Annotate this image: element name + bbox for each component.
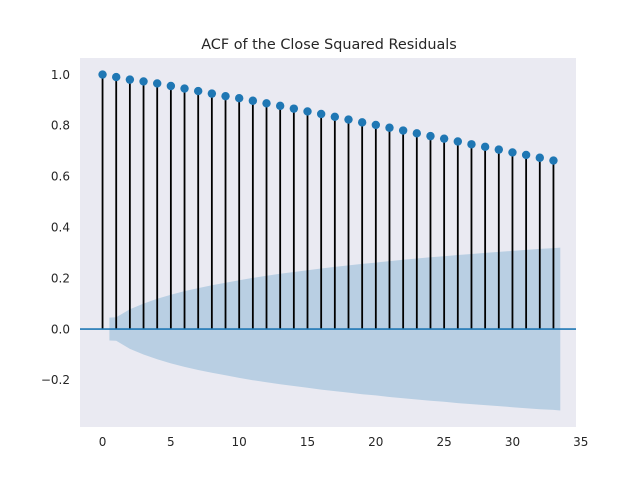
acf-point <box>289 104 299 113</box>
acf-point <box>412 129 422 138</box>
acf-point <box>98 70 107 79</box>
stems-layer <box>101 74 555 330</box>
acf-point <box>453 137 463 146</box>
acf-point <box>439 134 449 143</box>
x-axis-ticks: 0 5 10 15 20 25 30 35 <box>99 435 589 449</box>
x-tick-label: 20 <box>368 435 383 449</box>
acf-point <box>426 131 435 141</box>
x-tick-label: 25 <box>437 435 452 449</box>
acf-point <box>467 140 476 149</box>
x-tick-label: 15 <box>300 435 315 449</box>
acf-point <box>398 126 408 135</box>
y-tick-label: 1.0 <box>51 68 70 82</box>
acf-point <box>303 107 312 116</box>
y-tick-label: 0.0 <box>51 322 70 336</box>
acf-point <box>344 115 353 124</box>
y-tick-label: 0.4 <box>51 221 70 235</box>
x-tick-label: 5 <box>167 435 175 449</box>
acf-point <box>262 99 271 108</box>
acf-point <box>248 96 258 105</box>
y-tick-label: 0.6 <box>51 170 70 184</box>
acf-point <box>207 89 217 98</box>
chart-title: ACF of the Close Squared Residuals <box>201 37 457 53</box>
acf-point <box>139 77 148 86</box>
acf-point <box>535 153 544 162</box>
y-axis-ticks: −0.2 0.0 0.2 0.4 0.6 0.8 1.0 <box>41 68 70 387</box>
acf-point <box>153 79 162 88</box>
acf-point <box>112 72 121 82</box>
acf-point <box>494 145 503 154</box>
acf-point <box>385 123 394 132</box>
x-tick-label: 10 <box>232 435 247 449</box>
acf-point <box>275 101 285 111</box>
y-tick-label: −0.2 <box>41 373 70 387</box>
y-tick-label: 0.8 <box>51 119 70 133</box>
acf-point <box>125 75 135 84</box>
acf-point <box>508 148 517 157</box>
x-tick-label: 35 <box>573 435 588 449</box>
acf-point <box>357 118 367 127</box>
x-tick-label: 0 <box>99 435 107 449</box>
y-tick-label: 0.2 <box>51 271 70 285</box>
acf-point <box>480 142 490 152</box>
acf-point <box>193 86 203 96</box>
acf-point <box>330 112 340 121</box>
markers-layer <box>98 70 558 165</box>
acf-point <box>371 120 381 130</box>
acf-point <box>521 150 531 160</box>
acf-point <box>166 81 176 91</box>
x-tick-label: 30 <box>505 435 520 449</box>
acf-point <box>549 156 558 165</box>
acf-point <box>234 94 244 103</box>
acf-point <box>316 109 326 119</box>
acf-point <box>180 84 189 93</box>
acf-point <box>221 91 230 101</box>
